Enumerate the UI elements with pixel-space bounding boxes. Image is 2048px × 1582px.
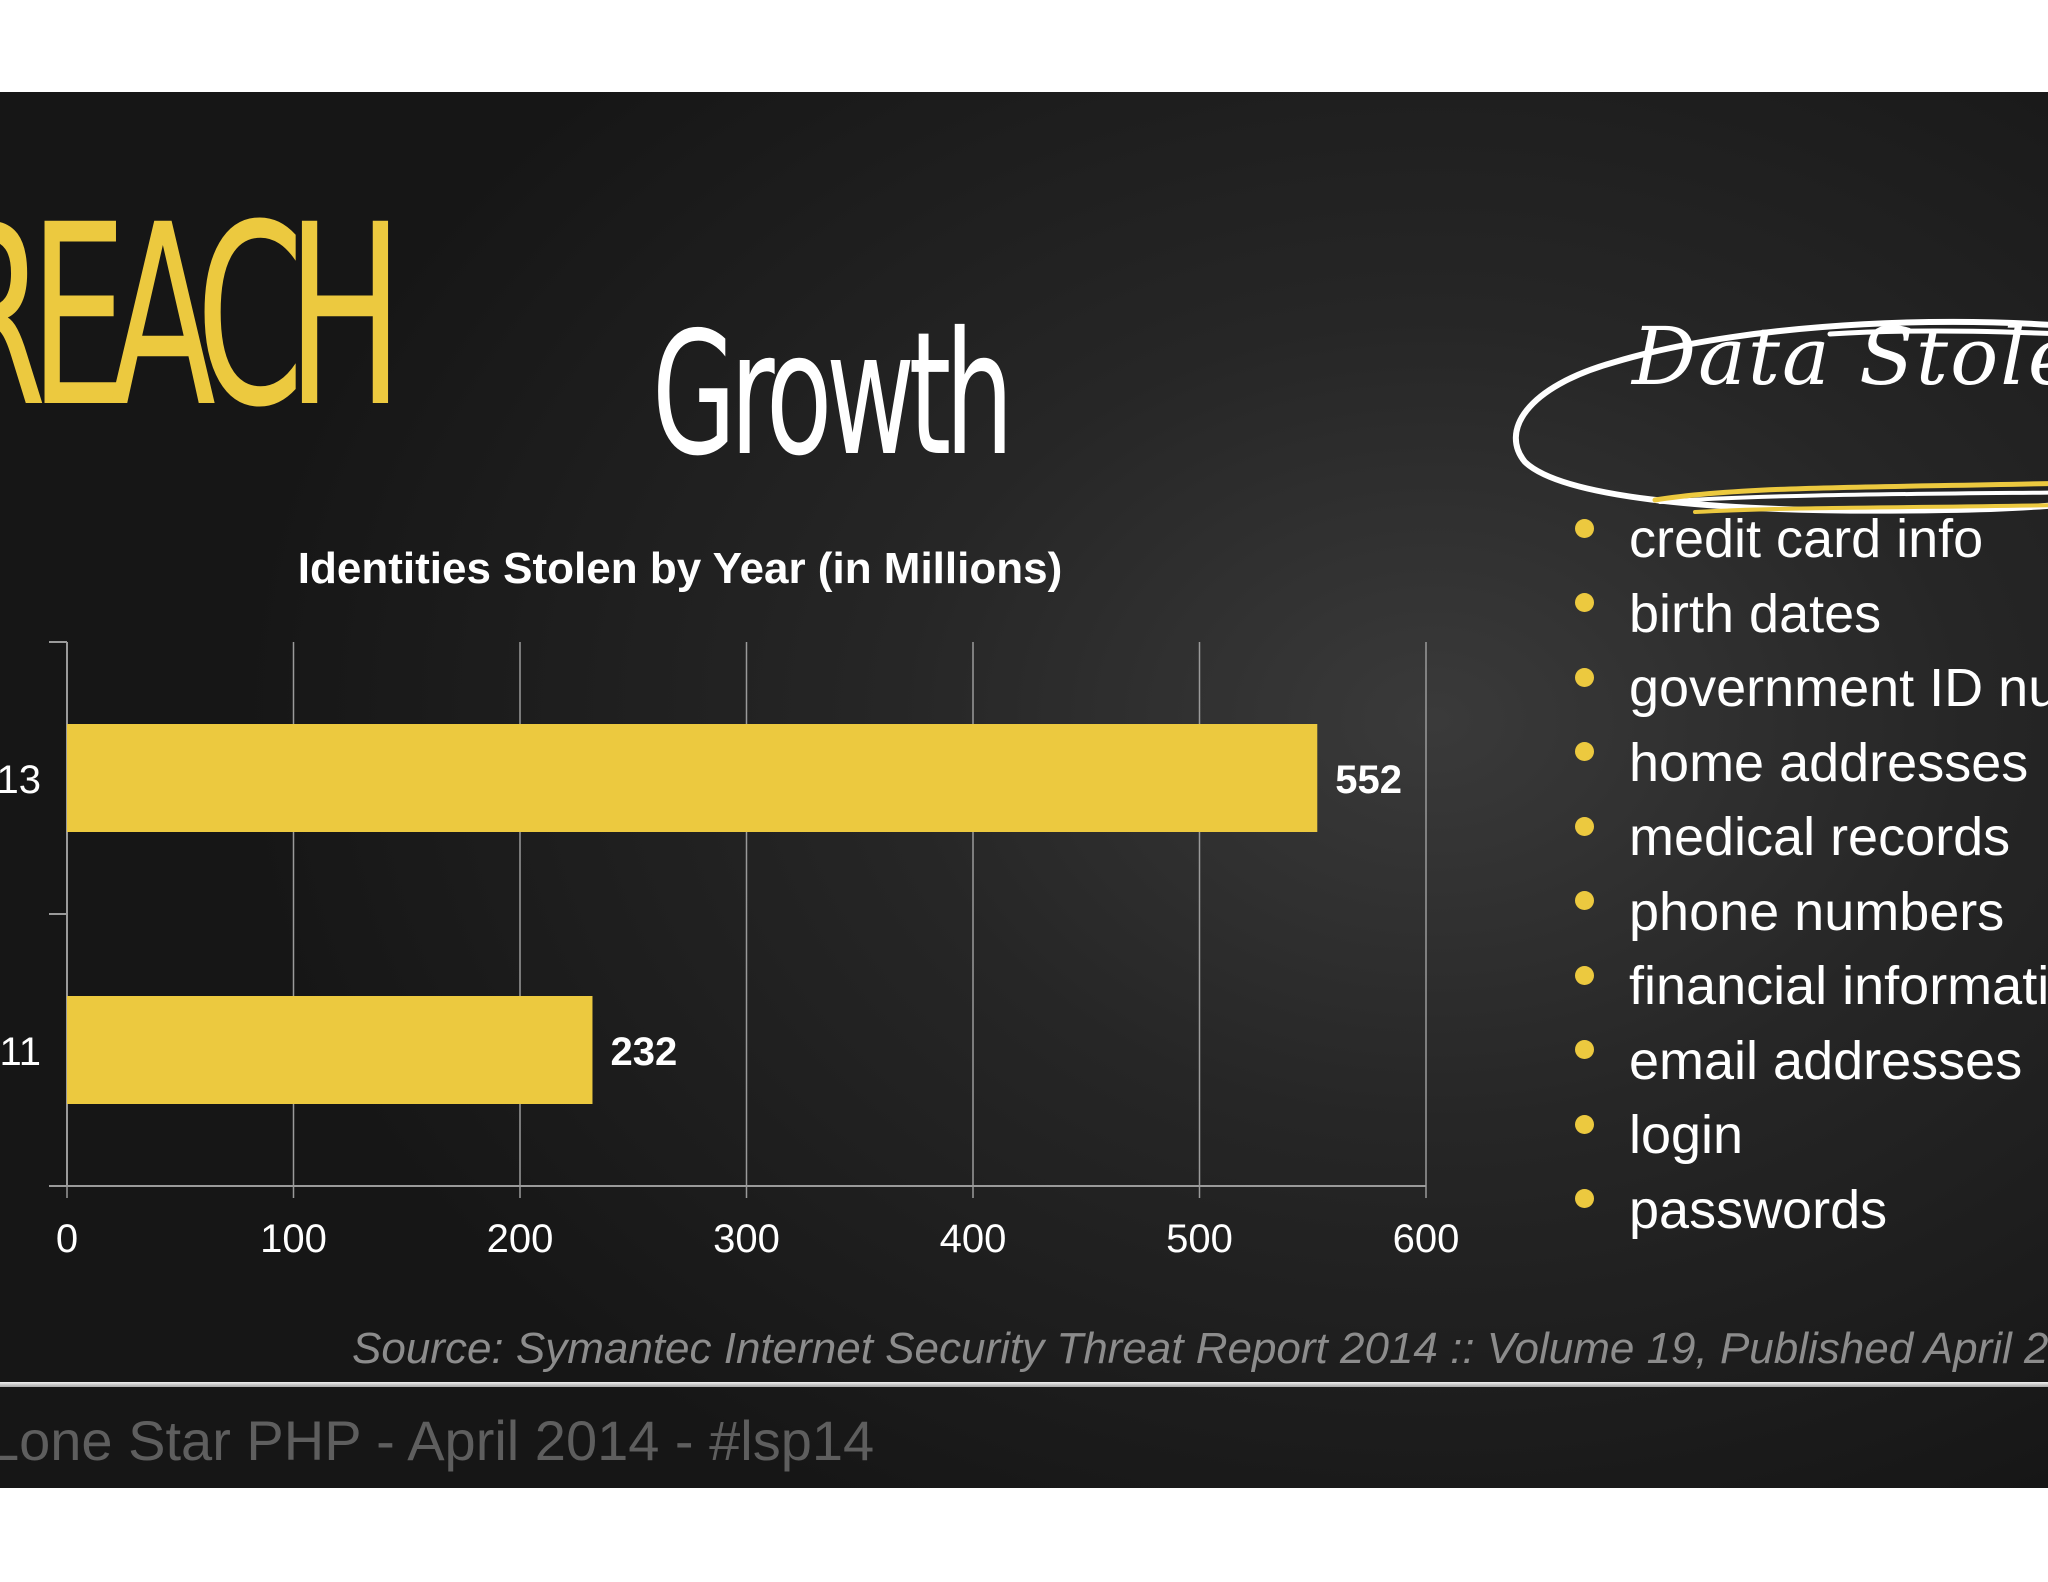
x-tick-label: 600 xyxy=(1393,1217,1460,1261)
footer-text: Lone Star PHP - April 2014 - #lsp14 xyxy=(0,1409,875,1472)
x-tick-label: 300 xyxy=(713,1217,780,1261)
slide: BREACH Growth Identities Stolen by Year … xyxy=(0,92,2048,1488)
list-item: login xyxy=(1575,1098,2048,1173)
list-item: medical records xyxy=(1575,800,2048,875)
x-tick-label: 100 xyxy=(260,1217,327,1261)
bullet-icon xyxy=(1575,742,1594,762)
list-item: government ID numbers xyxy=(1575,651,2048,726)
list-item: passwords xyxy=(1575,1173,2048,1248)
bullet-icon xyxy=(1575,667,1594,687)
bullet-icon xyxy=(1575,1189,1594,1209)
bullet-icon xyxy=(1575,593,1594,613)
chart-title: Identities Stolen by Year (in Millions) xyxy=(297,544,1063,593)
hand-drawn-circle xyxy=(1512,318,2048,514)
category-label: 2011 xyxy=(0,1030,41,1074)
data-label: 232 xyxy=(610,1030,677,1074)
list-item: birth dates xyxy=(1575,577,2048,652)
list-item: email addresses xyxy=(1575,1024,2048,1099)
list-item: phone numbers xyxy=(1575,875,2048,950)
bullet-icon xyxy=(1575,816,1594,836)
x-tick-label: 500 xyxy=(1166,1217,1233,1261)
bullet-icon xyxy=(1575,1040,1594,1060)
bullet-icon xyxy=(1575,518,1594,538)
list-item: home addresses xyxy=(1575,726,2048,801)
x-tick-label: 400 xyxy=(940,1217,1007,1261)
data-stolen-list: credit card info birth dates government … xyxy=(1575,502,2048,1247)
data-label: 552 xyxy=(1335,758,1402,802)
footer-divider xyxy=(0,1382,2048,1387)
bullet-icon xyxy=(1575,1114,1594,1134)
x-tick-label: 200 xyxy=(487,1217,554,1261)
bullet-icon xyxy=(1575,891,1594,911)
bar xyxy=(67,996,593,1104)
x-tick-label: 0 xyxy=(56,1217,78,1261)
list-item: financial information xyxy=(1575,949,2048,1024)
title-breach: BREACH xyxy=(0,171,403,462)
list-item: credit card info xyxy=(1575,502,2048,577)
data-stolen-heading: Data Stolen xyxy=(1632,310,2048,403)
bar-chart: 0 100 200 300 400 500 600 552 2013 232 2011 xyxy=(0,641,1460,1261)
title-growth: Growth xyxy=(652,296,1014,494)
bar xyxy=(67,724,1318,832)
category-label: 2013 xyxy=(0,758,41,802)
bullet-icon xyxy=(1575,965,1594,985)
source-citation: Source: Symantec Internet Security Threa… xyxy=(352,1324,2048,1373)
